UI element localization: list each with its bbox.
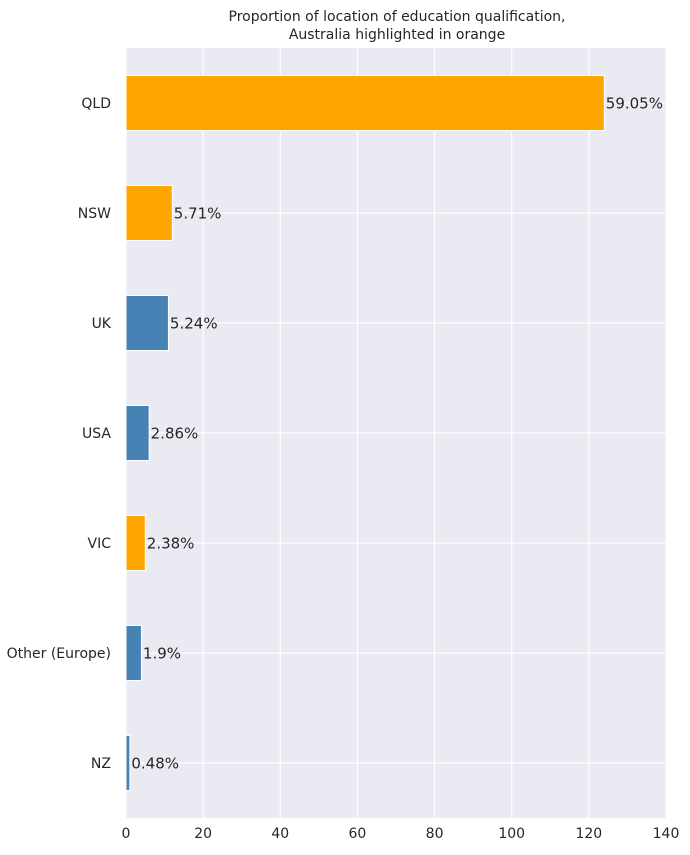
y-tick-label: QLD xyxy=(81,96,111,112)
y-tick-label: Other (Europe) xyxy=(7,646,111,662)
x-axis: 0 20 40 60 80 100 120 140 xyxy=(122,826,680,842)
data-label: 59.05% xyxy=(606,95,663,113)
bars xyxy=(125,75,605,791)
bar-nsw xyxy=(125,185,173,241)
bar-nz xyxy=(125,735,131,791)
x-tick-label: 100 xyxy=(498,826,525,842)
y-tick-label: NZ xyxy=(91,756,111,772)
data-label: 1.9% xyxy=(143,645,181,663)
data-label: 2.86% xyxy=(151,425,199,443)
bar-qld xyxy=(125,75,605,131)
data-label: 2.38% xyxy=(147,535,195,553)
y-tick-label: USA xyxy=(82,426,111,442)
bar-usa xyxy=(125,405,150,461)
x-tick-label: 60 xyxy=(349,826,367,842)
x-tick-label: 20 xyxy=(194,826,212,842)
data-label: 5.71% xyxy=(174,205,222,223)
x-tick-label: 40 xyxy=(271,826,289,842)
data-label: 0.48% xyxy=(131,755,179,773)
x-tick-label: 80 xyxy=(426,826,444,842)
bar-vic xyxy=(125,515,146,571)
chart-title-line-1: Proportion of location of education qual… xyxy=(229,9,566,25)
bar-uk xyxy=(125,295,169,351)
x-tick-label: 140 xyxy=(653,826,680,842)
data-labels: 59.05% 5.71% 5.24% 2.86% 2.38% 1.9% 0.48% xyxy=(131,95,663,773)
chart-title-line-2: Australia highlighted in orange xyxy=(289,27,505,43)
y-axis: QLD NSW UK USA VIC Other (Europe) NZ xyxy=(7,96,112,772)
x-tick-label: 0 xyxy=(122,826,131,842)
y-tick-label: VIC xyxy=(88,536,112,552)
y-tick-label: NSW xyxy=(78,206,111,222)
data-label: 5.24% xyxy=(170,315,218,333)
y-tick-label: UK xyxy=(92,316,112,332)
bar-other-europe xyxy=(125,625,142,681)
x-tick-label: 120 xyxy=(575,826,602,842)
